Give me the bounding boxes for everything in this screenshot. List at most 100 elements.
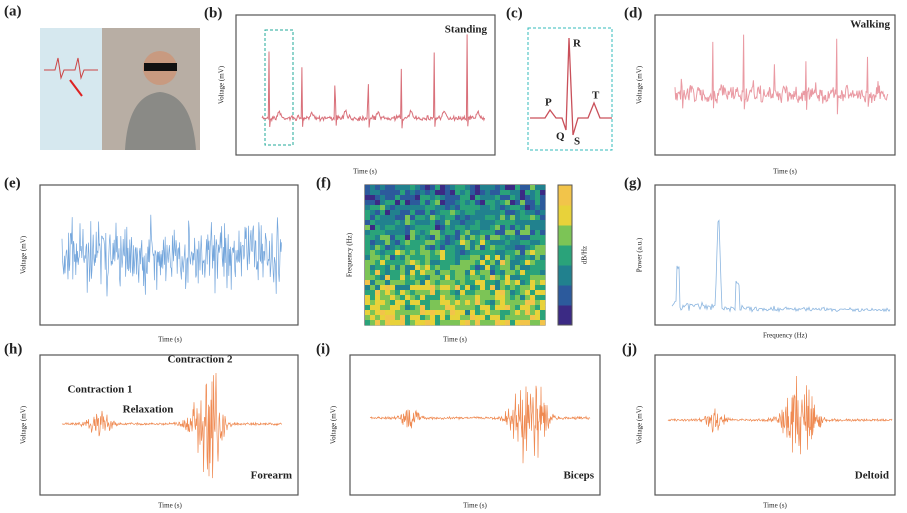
- spectrogram-cell: [450, 230, 456, 236]
- spectrogram-cell: [415, 215, 421, 221]
- spectrogram-cell: [440, 285, 446, 291]
- spectrogram-cell: [515, 305, 521, 311]
- spectrogram-cell: [465, 310, 471, 316]
- spectrogram-cell: [490, 290, 496, 296]
- spectrogram-cell: [395, 185, 401, 191]
- spectrogram-cell: [490, 210, 496, 216]
- spectrogram-cell: [440, 290, 446, 296]
- spectrogram-cell: [495, 210, 501, 216]
- spectrogram-cell: [470, 210, 476, 216]
- spectrogram-cell: [480, 195, 486, 201]
- spectrogram-cell: [435, 240, 441, 246]
- spectrogram-cell: [515, 250, 521, 256]
- spectrogram-cell: [385, 205, 391, 211]
- spectrogram-cell: [415, 220, 421, 226]
- spectrogram-cell: [485, 280, 491, 286]
- spectrogram-cell: [455, 250, 461, 256]
- spectrogram-cell: [450, 255, 456, 261]
- spectrogram-cell: [465, 275, 471, 281]
- spectrogram-cell: [435, 305, 441, 311]
- spectrogram-cell: [445, 215, 451, 221]
- spectrogram-cell: [525, 225, 531, 231]
- spectrogram-cell: [370, 195, 376, 201]
- spectrogram-cell: [415, 290, 421, 296]
- spectrogram-cell: [525, 300, 531, 306]
- spectrogram-cell: [525, 265, 531, 271]
- spectrogram-cell: [420, 310, 426, 316]
- spectrogram-cell: [510, 290, 516, 296]
- spectrogram-cell: [375, 185, 381, 191]
- spectrogram-cell: [480, 275, 486, 281]
- spectrogram-cell: [400, 300, 406, 306]
- spectrogram-cell: [510, 260, 516, 266]
- panel-label: (h): [4, 341, 22, 357]
- spectrogram-cell: [375, 235, 381, 241]
- spectrogram-cell: [485, 250, 491, 256]
- traces: [61, 34, 893, 479]
- spectrogram-cell: [485, 290, 491, 296]
- spectrogram-cell: [435, 270, 441, 276]
- panel-label: (j): [622, 341, 637, 357]
- colorbar-step: [558, 205, 572, 226]
- spectrogram-cell: [410, 205, 416, 211]
- spectrogram-cell: [535, 235, 541, 241]
- spectrogram-cell: [405, 285, 411, 291]
- spectrogram-cell: [455, 255, 461, 261]
- spectrogram-cell: [365, 275, 371, 281]
- signal-trace: [671, 219, 891, 313]
- spectrogram-cell: [460, 245, 466, 251]
- spectrogram-cell: [425, 290, 431, 296]
- spectrogram-cell: [515, 290, 521, 296]
- spectrogram-cell: [465, 230, 471, 236]
- spectrogram-cell: [510, 275, 516, 281]
- spectrogram-cell: [435, 195, 441, 201]
- spectrogram-cell: [515, 210, 521, 216]
- spectrogram-cell: [435, 225, 441, 231]
- spectrogram-cell: [455, 280, 461, 286]
- spectrogram-cell: [530, 320, 536, 326]
- spectrogram-cell: [425, 275, 431, 281]
- spectrogram-cell: [385, 270, 391, 276]
- spectrogram-cell: [430, 270, 436, 276]
- spectrogram-cell: [370, 220, 376, 226]
- spectrogram-cell: [455, 210, 461, 216]
- spectrogram-cell: [405, 220, 411, 226]
- spectrogram-cell: [405, 205, 411, 211]
- spectrogram-cell: [400, 290, 406, 296]
- spectrogram-cell: [375, 215, 381, 221]
- spectrogram-cell: [490, 245, 496, 251]
- spectrogram-cell: [490, 300, 496, 306]
- spectrogram-cell: [365, 200, 371, 206]
- spectrogram-cell: [495, 280, 501, 286]
- spectrogram-cell: [475, 250, 481, 256]
- spectrogram-cell: [475, 300, 481, 306]
- signal-trace: [261, 34, 486, 129]
- spectrogram-cell: [455, 320, 461, 326]
- spectrogram-cell: [380, 275, 386, 281]
- spectrogram-cell: [390, 185, 396, 191]
- spectrogram-cell: [410, 300, 416, 306]
- spectrogram-cell: [405, 235, 411, 241]
- spectrogram-cell: [420, 250, 426, 256]
- spectrogram-cell: [410, 235, 416, 241]
- spectrogram-cell: [510, 235, 516, 241]
- spectrogram-cell: [435, 215, 441, 221]
- spectrogram-cell: [370, 290, 376, 296]
- spectrogram-cell: [530, 310, 536, 316]
- spectrogram-cell: [430, 235, 436, 241]
- spectrogram-cell: [520, 220, 526, 226]
- spectrogram-cell: [425, 270, 431, 276]
- spectrogram-cell: [365, 310, 371, 316]
- spectrogram-cell: [460, 215, 466, 221]
- spectrogram-cell: [470, 250, 476, 256]
- spectrogram-cell: [425, 265, 431, 271]
- spectrogram-cell: [520, 295, 526, 301]
- spectrogram-cell: [425, 205, 431, 211]
- spectrogram-cell: [395, 240, 401, 246]
- colorbar-step: [558, 225, 572, 246]
- spectrogram-cell: [440, 275, 446, 281]
- spectrogram-cell: [460, 230, 466, 236]
- spectrogram-cell: [470, 215, 476, 221]
- spectrogram-cell: [425, 295, 431, 301]
- spectrogram-cell: [390, 300, 396, 306]
